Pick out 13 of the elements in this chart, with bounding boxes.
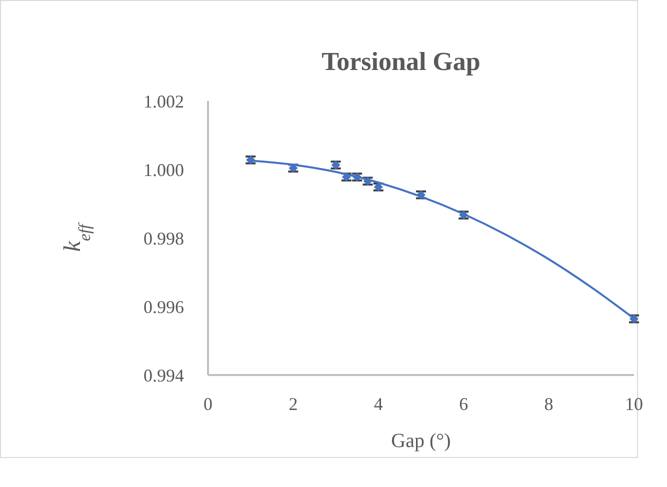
- x-tick-label: 10: [625, 394, 643, 414]
- x-tick-label: 2: [288, 394, 298, 414]
- y-tick-label: 1.002: [144, 91, 184, 112]
- y-tick-label: 0.994: [144, 365, 184, 386]
- y-tick-label: 1.000: [144, 160, 184, 180]
- x-tick-label: 4: [374, 394, 383, 414]
- y-tick-label: 0.998: [144, 228, 184, 248]
- x-tick-label: 0: [204, 394, 212, 414]
- x-tick-label: 8: [544, 394, 554, 414]
- y-tick-label: 0.996: [144, 296, 184, 317]
- x-tick-label: 6: [459, 394, 468, 414]
- x-axis-title: Gap (°): [391, 430, 451, 452]
- chart-title: Torsional Gap: [322, 47, 480, 76]
